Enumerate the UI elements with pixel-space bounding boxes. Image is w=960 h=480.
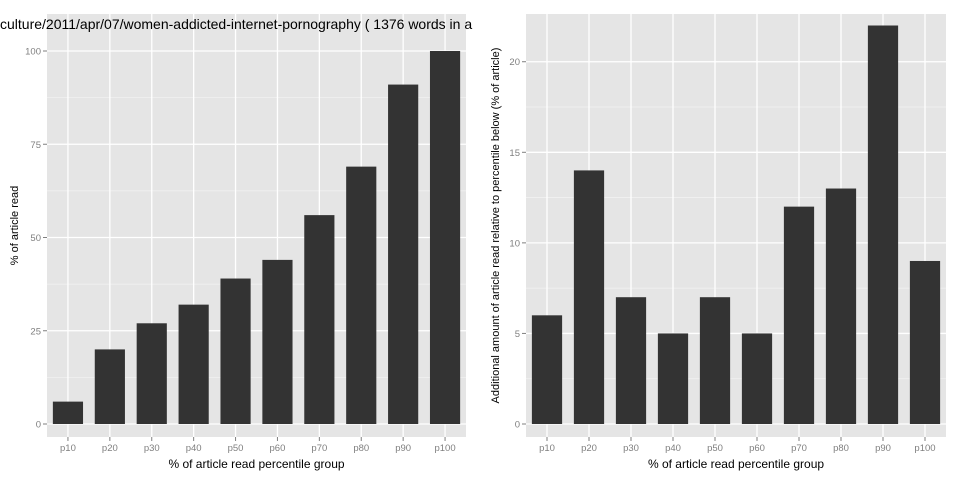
bar-p100 xyxy=(909,260,941,424)
y-tick-label: 5 xyxy=(515,329,520,340)
x-tick-label: p70 xyxy=(791,443,807,454)
bar-p40 xyxy=(657,333,689,424)
x-tick-label: p40 xyxy=(186,443,202,454)
bar-p70 xyxy=(304,215,335,424)
x-tick-label: p70 xyxy=(311,443,327,454)
x-tick-label: p50 xyxy=(228,443,244,454)
x-tick-label: p50 xyxy=(707,443,723,454)
y-axis-label: % of article read xyxy=(9,186,21,265)
bar-p20 xyxy=(94,349,125,424)
x-tick-label: p10 xyxy=(60,443,76,454)
bar-p30 xyxy=(136,323,167,424)
x-tick-label: p40 xyxy=(665,443,681,454)
bar-p10 xyxy=(531,315,563,424)
bar-p60 xyxy=(262,259,293,424)
y-axis-label: Additional amount of article read relati… xyxy=(490,48,502,404)
bar-p100 xyxy=(429,51,461,424)
x-tick-label: p90 xyxy=(875,443,891,454)
x-tick-label: p100 xyxy=(914,443,935,454)
chart-title: culture/2011/apr/07/women-addicted-inter… xyxy=(0,16,473,32)
bar-p60 xyxy=(741,333,773,424)
x-tick-label: p80 xyxy=(353,443,369,454)
x-tick-label: p30 xyxy=(623,443,639,454)
bar-p80 xyxy=(346,166,377,424)
y-tick-label: 15 xyxy=(509,148,520,159)
y-tick-label: 20 xyxy=(509,57,520,68)
x-tick-label: p60 xyxy=(270,443,286,454)
x-tick-label: p20 xyxy=(581,443,597,454)
x-tick-label: p10 xyxy=(539,443,555,454)
left-chart: 0 25 50 75 100 p10 p20 p30 p40 p50 p60 p70 p80 p90 p10… xyxy=(9,14,466,471)
x-tick-label: p60 xyxy=(749,443,765,454)
x-tick-label: p90 xyxy=(395,443,411,454)
y-tick-label: 25 xyxy=(30,326,41,337)
right-chart: 0 5 10 15 20 p10 p20 p30 p40 p50 p60 p70 p80 p90 p100%… xyxy=(490,14,946,471)
bar-p70 xyxy=(783,206,815,424)
y-tick-label: 0 xyxy=(515,420,520,431)
bar-p20 xyxy=(573,170,605,424)
y-tick-label: 100 xyxy=(25,47,41,58)
bar-p10 xyxy=(52,401,84,424)
y-tick-label: 75 xyxy=(30,140,41,151)
x-tick-label: p30 xyxy=(144,443,160,454)
bar-p80 xyxy=(825,188,857,424)
x-axis-label: % of article read percentile group xyxy=(648,457,824,471)
bar-p40 xyxy=(178,304,209,424)
y-tick-label: 0 xyxy=(36,420,41,431)
x-tick-label: p100 xyxy=(434,443,455,454)
x-axis-label: % of article read percentile group xyxy=(168,457,344,471)
x-tick-label: p80 xyxy=(833,443,849,454)
x-tick-label: p20 xyxy=(102,443,118,454)
bar-p50 xyxy=(220,278,251,424)
y-tick-label: 50 xyxy=(30,233,41,244)
y-tick-label: 10 xyxy=(509,238,520,249)
bar-p90 xyxy=(388,84,419,424)
bar-p90 xyxy=(867,25,899,424)
bar-p30 xyxy=(615,297,647,424)
bar-p50 xyxy=(699,297,731,424)
